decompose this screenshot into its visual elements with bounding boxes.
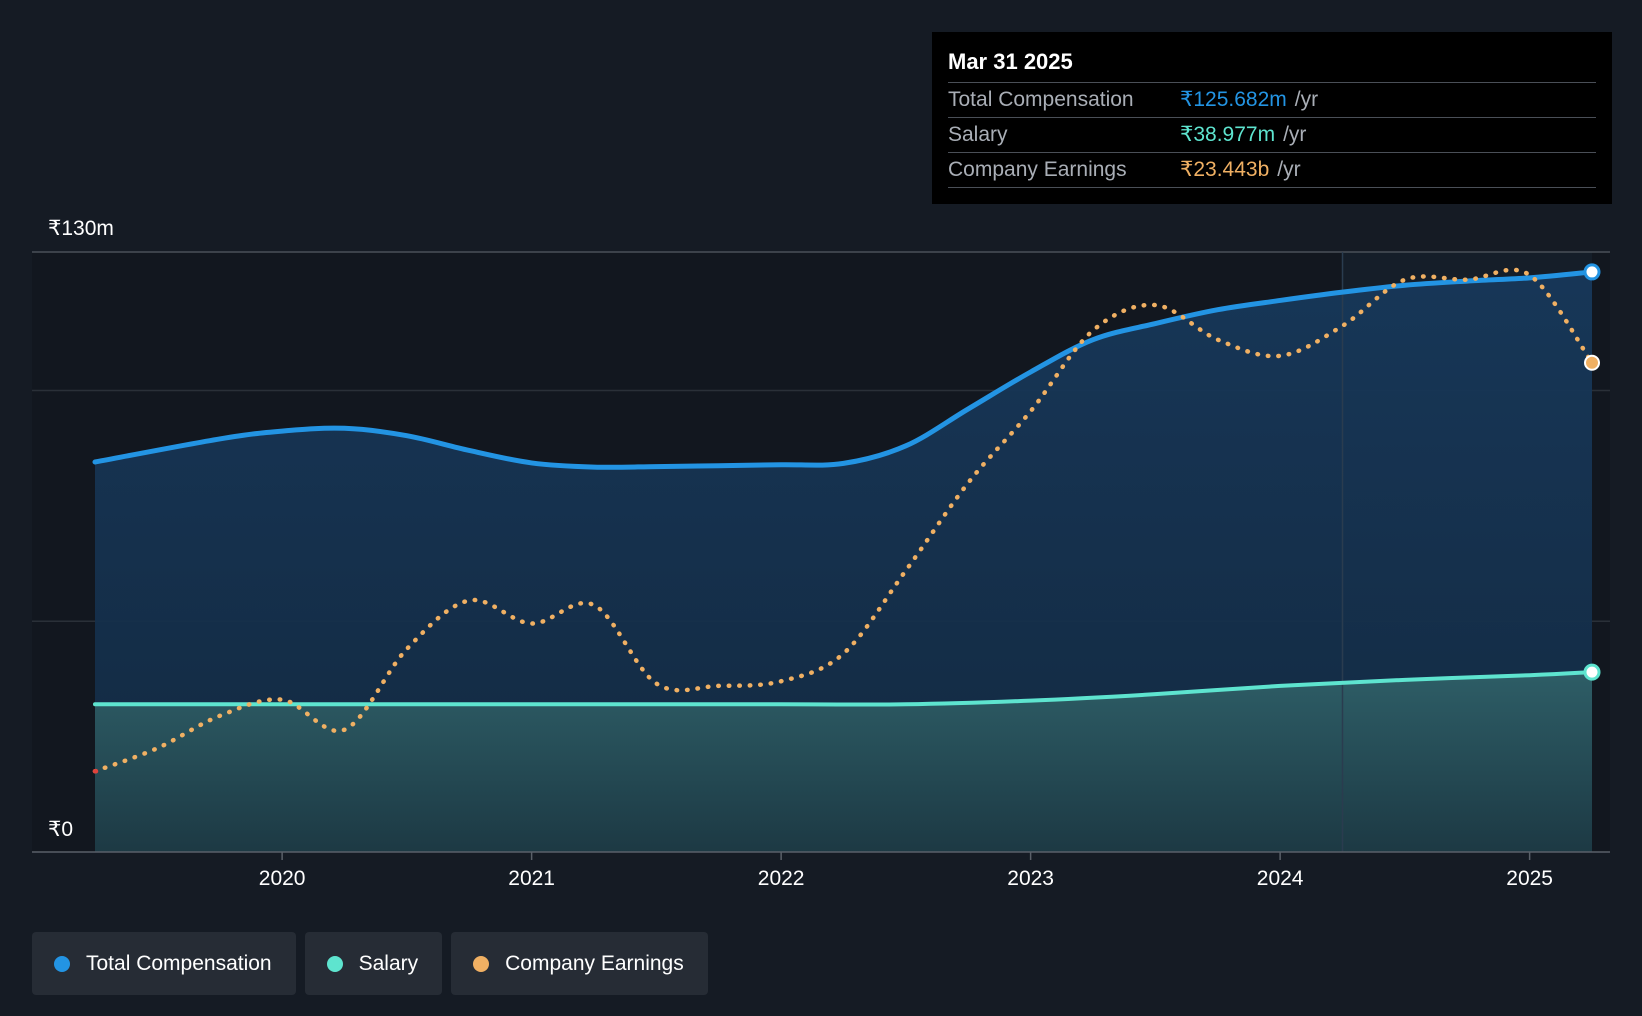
tooltip-value: ₹125.682m	[1180, 88, 1287, 111]
tooltip-unit: /yr	[1294, 88, 1319, 111]
tooltip-value: ₹38.977m	[1180, 123, 1276, 146]
legend-label: Total Compensation	[86, 951, 272, 975]
y-axis-max-label: ₹130m	[48, 217, 114, 240]
total-compensation-end-marker[interactable]	[1583, 263, 1601, 281]
tooltip-value: ₹23.443b	[1180, 158, 1270, 181]
legend-label: Salary	[358, 951, 419, 975]
tooltip-label: Company Earnings	[948, 158, 1127, 181]
tooltip-label: Total Compensation	[948, 88, 1134, 111]
legend-item-total-compensation[interactable]: Total Compensation	[32, 932, 296, 995]
legend-item-salary[interactable]: Salary	[304, 932, 443, 995]
tooltip-date: Mar 31 2025	[948, 49, 1073, 74]
x-axis-tick-label: 2023	[1007, 867, 1054, 890]
tooltip-row-salary: Salary ₹38.977m /yr	[948, 117, 1596, 152]
salary-area	[95, 672, 1592, 852]
x-axis-tick-label: 2020	[259, 867, 306, 890]
legend-item-company-earnings[interactable]: Company Earnings	[451, 932, 708, 995]
tooltip-unit: /yr	[1277, 158, 1301, 181]
x-axis-tick-label: 2021	[508, 867, 555, 890]
x-axis-tick-label: 2024	[1257, 867, 1304, 890]
x-axis-tick-label: 2022	[758, 867, 805, 890]
legend-label: Company Earnings	[505, 951, 684, 975]
company-earnings-line[interactable]	[92, 267, 1595, 774]
legend-dot-icon	[473, 955, 490, 972]
salary-line[interactable]	[93, 670, 1594, 707]
x-axis-tick-label: 2025	[1506, 867, 1553, 890]
company-earnings-end-marker[interactable]	[1584, 354, 1600, 371]
legend-dot-icon	[54, 955, 70, 972]
legend-dot-icon	[326, 955, 343, 972]
tooltip-unit: /yr	[1283, 123, 1307, 146]
tooltip-row-total: Total Compensation ₹125.682m /yr	[948, 82, 1596, 117]
y-axis-min-label: ₹0	[48, 818, 73, 841]
salary-end-marker[interactable]	[1583, 663, 1601, 681]
legend: Total Compensation Salary Company Earnin…	[32, 932, 708, 995]
tooltip-label: Salary	[948, 123, 1008, 146]
tooltip-row-earnings: Company Earnings ₹23.443b /yr	[948, 152, 1596, 188]
total-compensation-line[interactable]	[92, 269, 1595, 470]
tooltip: Mar 31 2025 Total Compensation ₹125.682m…	[932, 32, 1612, 204]
